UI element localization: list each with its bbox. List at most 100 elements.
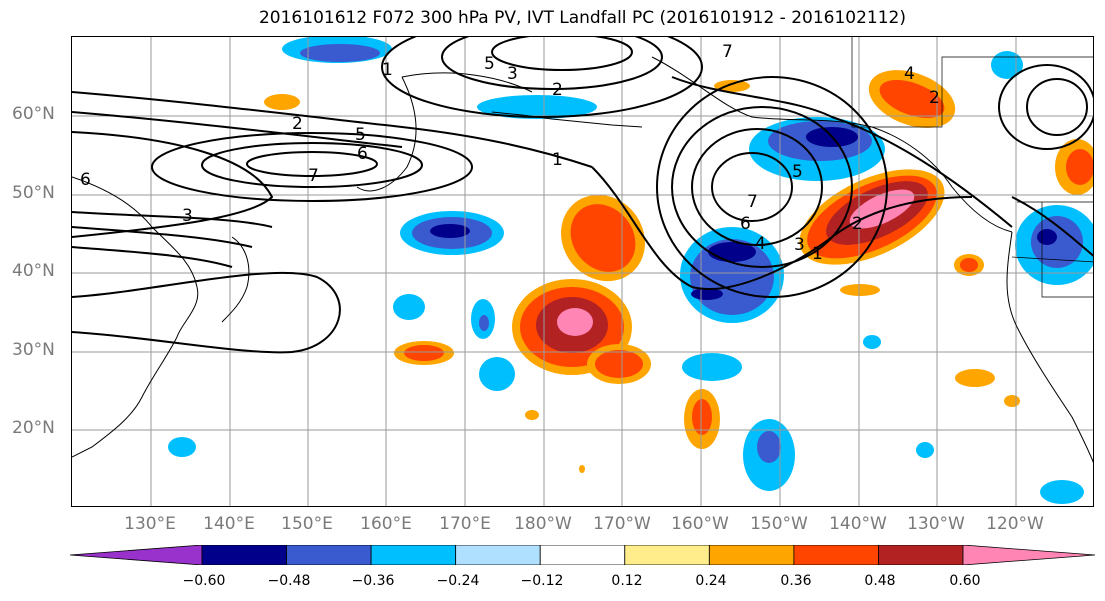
pos-anomaly [525, 410, 539, 420]
lon-label: 140°W [829, 514, 887, 534]
colorbar-segment [201, 545, 287, 565]
coastline-asia [72, 176, 199, 458]
colorbar [70, 545, 1095, 565]
contour-label: 3 [182, 206, 193, 226]
contour-label: 7 [722, 42, 733, 62]
neg-anomaly [1037, 229, 1057, 245]
pv-contour [691, 128, 823, 246]
contour-label: 1 [382, 60, 393, 80]
lat-label-40n: 40°N [12, 261, 55, 281]
neg-anomaly [300, 44, 380, 62]
neg-anomaly [479, 357, 515, 391]
colorbar-tick-label: −0.12 [520, 573, 564, 589]
neg-anomaly [168, 437, 196, 457]
lon-label: 160°W [671, 514, 729, 534]
lon-label: 150°E [281, 514, 333, 534]
colorbar-segment [370, 545, 457, 565]
pv-contour [711, 152, 793, 222]
neg-anomaly [1040, 480, 1084, 504]
colorbar-tick-label: 0.36 [780, 573, 812, 589]
pv-contour [656, 76, 888, 298]
pv-contour [591, 166, 973, 290]
border-line [851, 37, 1093, 128]
contour-label: 1 [552, 150, 563, 170]
contour-label: 2 [929, 88, 940, 108]
neg-anomaly [991, 51, 1023, 79]
colorbar-tick-label: 0.24 [695, 573, 727, 589]
pos-anomaly [879, 79, 945, 119]
lat-label-60n: 60°N [12, 104, 55, 124]
contour-label: 5 [355, 125, 366, 145]
pv-contour [1011, 196, 1093, 257]
coastline-na-west [1006, 231, 1093, 463]
neg-anomaly [393, 294, 425, 320]
contour-label: 3 [507, 64, 518, 84]
neg-anomaly [1031, 216, 1083, 268]
colorbar-tick-label: 0.48 [864, 573, 896, 589]
lon-label: 160°E [360, 514, 412, 534]
contour-label: 4 [904, 64, 915, 84]
pv-contour [151, 132, 473, 202]
contour-label: 5 [792, 162, 803, 182]
pv-anomaly-shading [168, 37, 1093, 504]
lon-label: 130°W [907, 514, 965, 534]
pos-anomaly [1004, 395, 1020, 407]
lon-label: 120°W [986, 514, 1044, 534]
pos-anomaly [264, 94, 300, 110]
border-line [1011, 256, 1093, 263]
pv-contour [72, 246, 233, 268]
colorbar-extend-min [70, 545, 203, 565]
pv-contour [246, 151, 378, 177]
contour-label: 7 [308, 166, 319, 186]
coastline-aleutians [491, 111, 643, 128]
contour-label: 4 [755, 234, 766, 254]
neg-anomaly [479, 315, 489, 331]
lon-label: 170°W [593, 514, 651, 534]
pos-anomaly [960, 258, 978, 272]
colorbar-segment [624, 545, 710, 565]
pv-contour [998, 64, 1093, 150]
contour-label: 7 [747, 192, 758, 212]
pos-anomaly [714, 80, 750, 92]
pv-contour [72, 91, 593, 168]
lat-label-30n: 30°N [12, 340, 55, 360]
neg-anomaly [691, 288, 723, 300]
neg-anomaly [757, 431, 781, 463]
colorbar-segment [793, 545, 879, 565]
pos-anomaly [570, 204, 636, 272]
pv-contour [72, 111, 403, 148]
contour-label: 6 [357, 144, 368, 164]
border-line [1041, 202, 1093, 298]
colorbar-extend-max [962, 545, 1095, 565]
colorbar-tick-label: −0.24 [436, 573, 480, 589]
neg-anomaly [863, 335, 881, 349]
colorbar-segment [708, 545, 795, 565]
map-canvas: 5 3 2 1 7 5 3 2 6 7 5 7 6 4 3 1 2 1 6 4 … [72, 37, 1093, 506]
pv-contours [72, 37, 1093, 354]
colorbar-segment [455, 545, 541, 565]
neg-anomaly [430, 224, 470, 238]
map-title: 2016101612 F072 300 hPa PV, IVT Landfall… [258, 8, 906, 28]
pv-contour [72, 131, 274, 238]
contour-label: 2 [552, 80, 563, 100]
colorbar-tick-label: −0.48 [267, 573, 311, 589]
pos-anomaly [1066, 149, 1093, 185]
colorbar-tick-label: 0.60 [949, 573, 981, 589]
colorbar-segment [539, 545, 626, 565]
contour-label: 6 [740, 214, 751, 234]
pos-anomaly [579, 465, 585, 473]
state-borders [851, 37, 1093, 298]
pos-anomaly [595, 350, 643, 378]
pos-anomaly [404, 345, 444, 361]
contour-label: 1 [812, 244, 823, 264]
lon-label: 130°E [124, 514, 176, 534]
lon-label: 170°E [439, 514, 491, 534]
neg-anomaly [682, 353, 742, 381]
contour-label: 6 [80, 170, 91, 190]
lon-label: 140°E [203, 514, 255, 534]
colorbar-segment [286, 545, 372, 565]
pos-anomaly [849, 189, 915, 229]
pv-contour [381, 37, 703, 118]
colorbar-tick-label: −0.36 [351, 573, 395, 589]
contour-label: 2 [852, 214, 863, 234]
